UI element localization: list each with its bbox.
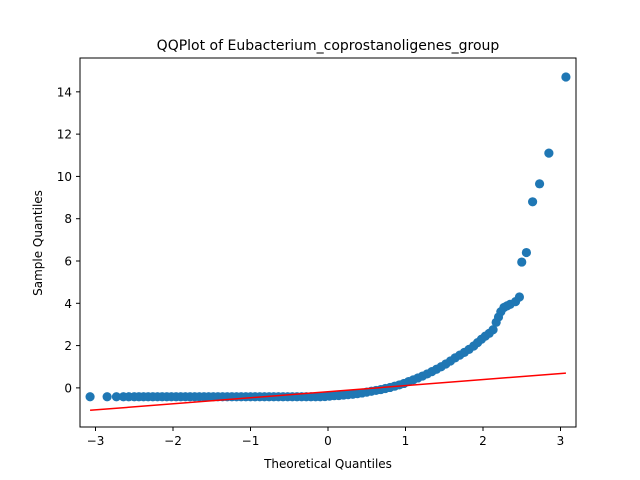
data-point: [528, 197, 538, 207]
x-tick-label: −1: [242, 434, 260, 448]
y-tick-label: 10: [57, 170, 72, 184]
y-tick-label: 6: [64, 255, 72, 269]
data-point: [514, 292, 525, 302]
y-tick-label: 12: [57, 128, 72, 142]
data-point: [102, 392, 112, 402]
y-tick-label: 14: [57, 85, 72, 99]
x-tick-label: 2: [479, 434, 487, 448]
plot-area: [85, 72, 571, 412]
data-point: [488, 325, 498, 335]
x-tick-label: 0: [324, 434, 332, 448]
x-axis-title: Theoretical Quantiles: [263, 457, 392, 471]
y-tick-label: 4: [64, 297, 72, 311]
data-point: [111, 392, 122, 402]
y-tick-label: 2: [64, 339, 72, 353]
data-point: [517, 257, 527, 267]
data-point: [521, 247, 532, 258]
reference-line: [90, 372, 566, 412]
y-tick-label: 8: [64, 212, 72, 226]
x-tick-label: 1: [402, 434, 410, 448]
data-point: [534, 179, 545, 189]
chart-title: QQPlot of Eubacterium_coprostanoligenes_…: [157, 38, 500, 54]
data-point: [544, 148, 554, 158]
x-tick-label: −2: [164, 434, 182, 448]
y-tick-label: 0: [64, 381, 72, 395]
x-tick-label: −3: [87, 434, 105, 448]
y-axis-title: Sample Quantiles: [31, 190, 45, 296]
data-point: [561, 72, 571, 82]
x-tick-label: 3: [557, 434, 565, 448]
data-point: [85, 392, 95, 402]
